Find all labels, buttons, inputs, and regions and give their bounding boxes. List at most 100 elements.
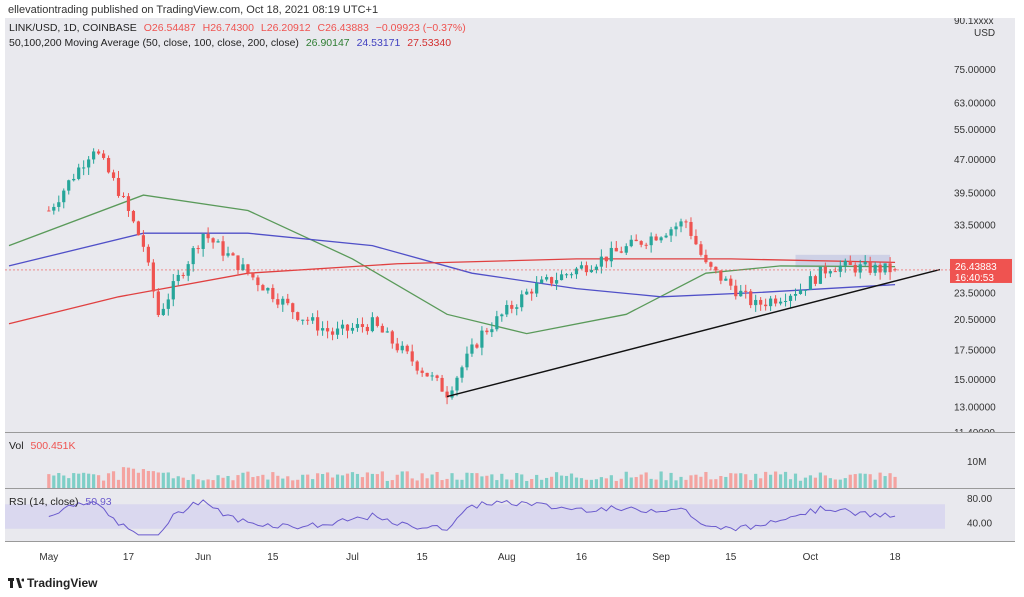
time-axis[interactable]: May 17 Jun 15 Jul 15 Aug 16 Sep 15 Oct 18 — [5, 544, 1015, 568]
candle-body — [624, 246, 628, 253]
volume-bar — [276, 475, 280, 488]
volume-bar — [773, 471, 778, 488]
candle-body — [136, 221, 141, 236]
time-tick-label: Sep — [652, 552, 670, 563]
volume-bar — [460, 479, 464, 488]
volume-bar — [345, 473, 350, 488]
time-tick-label: 15 — [417, 552, 429, 563]
candle-body — [604, 256, 608, 262]
volume-bar — [425, 478, 429, 488]
volume-bar — [525, 480, 529, 488]
candle-body — [201, 233, 205, 249]
volume-bar — [296, 479, 300, 488]
volume-bar — [729, 473, 733, 488]
price-panel[interactable]: 90.1xxxx 75.00000 63.00000 55.00000 47.00000… — [5, 18, 1015, 432]
volume-bar — [450, 473, 454, 488]
candle-body — [614, 247, 618, 252]
volume-bar — [141, 469, 146, 488]
time-tick-label: Jun — [195, 552, 211, 563]
candle-body — [649, 236, 653, 246]
volume-bar — [72, 473, 76, 488]
candle-body — [495, 316, 499, 330]
volume-bar — [609, 475, 613, 488]
volume-bar — [191, 474, 195, 488]
volume-bar — [739, 473, 743, 488]
candle-body — [425, 372, 429, 377]
volume-bar — [535, 474, 539, 488]
volume-bar — [649, 478, 653, 488]
time-tick-label: 17 — [123, 552, 135, 563]
time-tick-label: 18 — [890, 552, 902, 563]
high-value: H26.74300 — [202, 22, 254, 34]
volume-bar — [540, 479, 544, 488]
volume-bar — [549, 476, 554, 488]
candle-body — [276, 299, 280, 305]
panel-divider[interactable] — [5, 488, 1015, 489]
volume-bar — [495, 480, 499, 488]
volume-bar — [510, 479, 514, 488]
candle-body — [236, 255, 240, 271]
candle-body — [559, 274, 564, 281]
panel-divider[interactable] — [5, 432, 1015, 433]
time-tick-label: 15 — [725, 552, 737, 563]
volume-bar — [764, 471, 768, 488]
volume-bar — [883, 476, 887, 488]
volume-bar — [783, 471, 788, 488]
volume-bar — [793, 473, 798, 488]
candle-body — [868, 261, 872, 273]
candle-body — [629, 239, 633, 247]
volume-bar — [251, 477, 255, 488]
volume-bar — [370, 473, 374, 488]
volume-panel[interactable]: 10M Vol 500.451K — [5, 433, 1015, 488]
volume-bar — [515, 472, 519, 488]
volume-bar — [759, 478, 763, 488]
volume-bar — [445, 478, 449, 488]
volume-bar — [82, 472, 86, 488]
candle-body — [460, 367, 464, 378]
ma200-value: 27.53340 — [407, 37, 452, 49]
tradingview-brand[interactable]: TradingView — [8, 576, 97, 590]
volume-bar — [286, 476, 290, 488]
volume-bar — [186, 479, 190, 488]
volume-bar — [465, 472, 469, 488]
candle-body — [754, 299, 758, 306]
volume-bar — [365, 472, 370, 488]
candle-body — [535, 283, 539, 294]
volume-bar — [699, 476, 703, 488]
candle-body — [365, 326, 370, 332]
price-tick-label: 11.40000 — [954, 428, 995, 432]
candle-body — [266, 287, 270, 291]
candle-body — [445, 391, 449, 398]
volume-bar — [505, 479, 509, 488]
volume-bar — [131, 468, 136, 488]
rsi-value: 50.93 — [85, 496, 112, 508]
volume-bar — [554, 472, 559, 488]
candle-body — [589, 269, 594, 273]
time-tick-label: 16 — [576, 552, 588, 563]
volume-bar — [57, 473, 61, 488]
ma200-line — [8, 258, 896, 325]
rsi-chart-svg: 80.00 40.00 — [5, 494, 992, 536]
candle-body — [764, 304, 768, 307]
price-tick-label: 15.00000 — [954, 375, 996, 386]
volume-bar — [256, 476, 260, 488]
rsi-panel[interactable]: 80.00 40.00 RSI (14, close) 50.93 — [5, 489, 1015, 541]
panel-divider[interactable] — [5, 541, 1015, 542]
volume-bar — [126, 467, 131, 488]
candle-body — [375, 317, 379, 326]
volume-bar — [838, 479, 842, 488]
candle-body — [878, 264, 882, 273]
volume-bar — [321, 474, 325, 488]
volume-bar — [584, 479, 589, 488]
volume-bar — [380, 471, 384, 488]
volume-bar — [355, 473, 360, 488]
candle-body — [82, 167, 86, 169]
candle-body — [311, 317, 315, 321]
price-tick-label: 20.50000 — [954, 315, 996, 326]
volume-bar — [589, 479, 594, 488]
volume-bar — [77, 473, 81, 488]
candle-body — [186, 264, 190, 276]
volume-bar — [858, 473, 862, 488]
price-tick-label: 63.00000 — [954, 99, 996, 110]
candle-body — [654, 236, 658, 241]
